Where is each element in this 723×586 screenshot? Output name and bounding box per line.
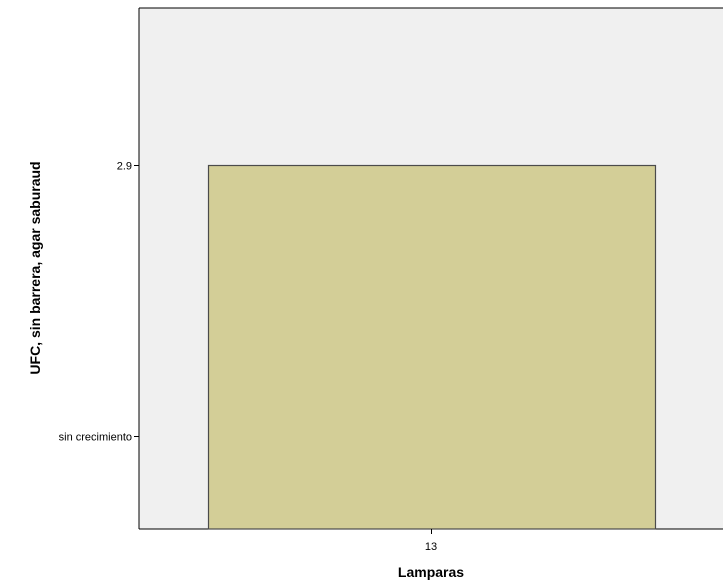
bars (207, 164, 657, 530)
y-tick-label: 2.9 (117, 161, 132, 173)
x-axis-title: Lamparas (398, 564, 464, 580)
y-axis-ticks: 2.9 sin crecimiento (59, 161, 139, 444)
y-axis-title: UFC, sin barrera, agar saburaud (27, 161, 43, 374)
y-tick-label: sin crecimiento (59, 432, 132, 444)
x-axis-ticks: 13 (425, 529, 437, 553)
x-tick-label: 13 (425, 541, 437, 553)
bar-13 (207, 164, 657, 530)
